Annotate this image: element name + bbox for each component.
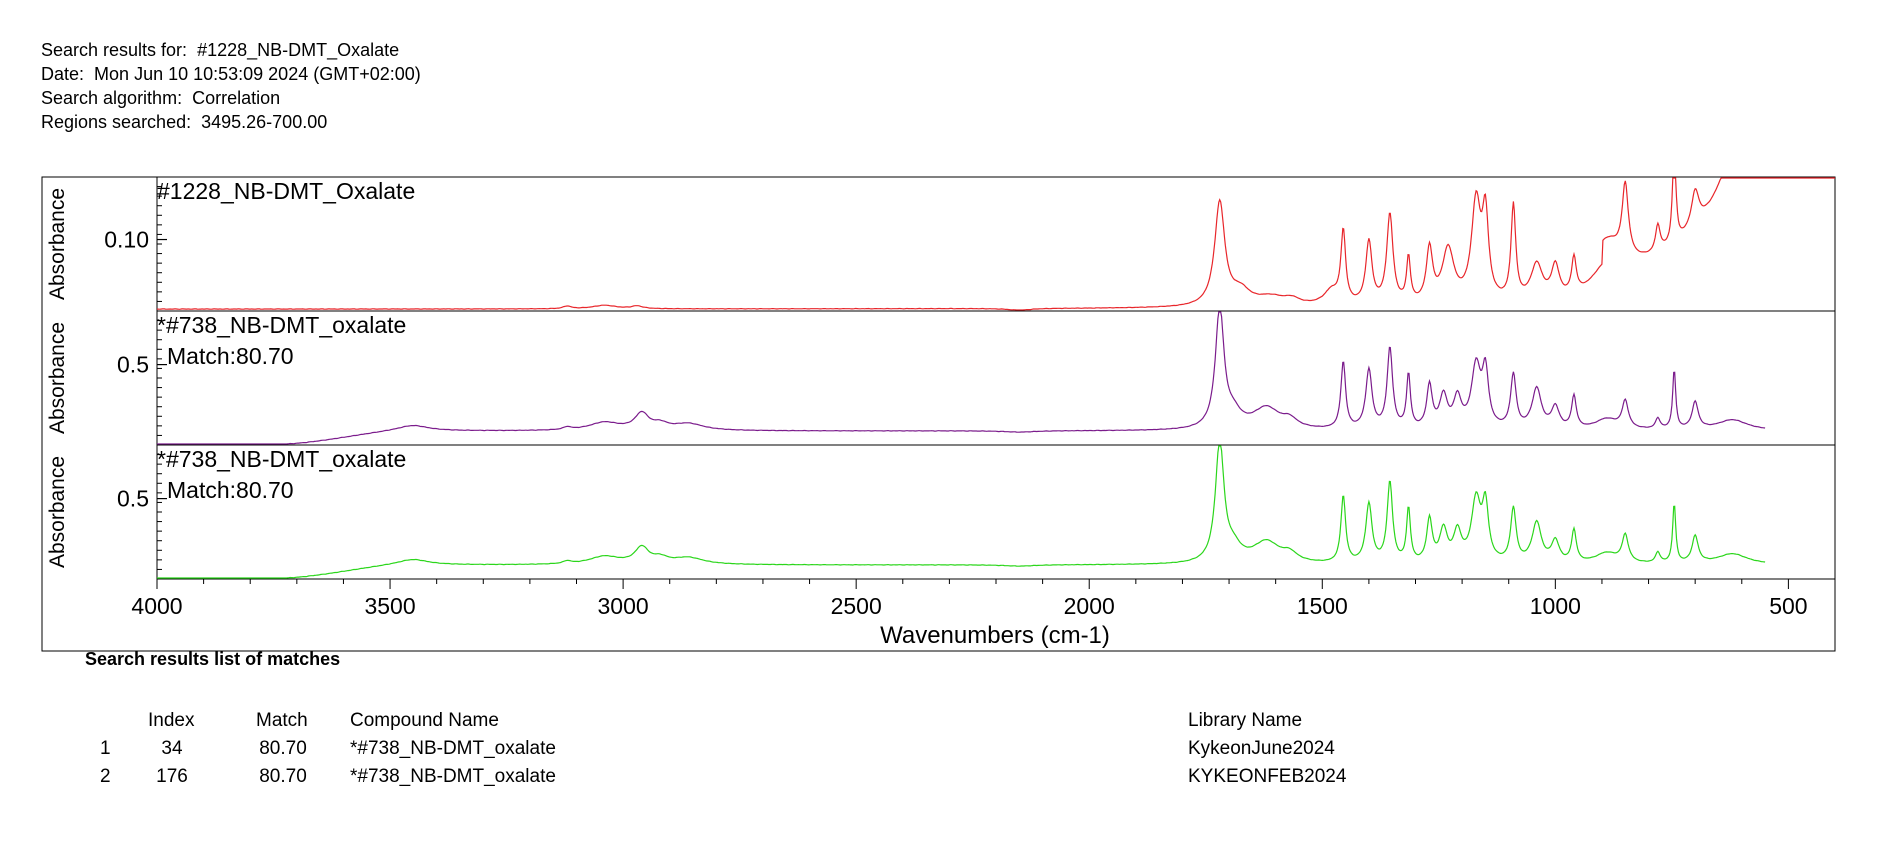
row-2-num: 2 [100, 766, 111, 787]
spectrum-panel-1: 0.10 Absorbance #1228_NB-DMT_Oxalate [46, 176, 1836, 312]
row-1-compound: *#738_NB-DMT_oxalate [350, 738, 556, 759]
row-2-library: KYKEONFEB2024 [1188, 766, 1347, 787]
spectrum-panel-2: 0.5 Absorbance *#738_NB-DMT_oxalate Match:8… [46, 310, 1836, 446]
panel-match-score: Match:80.70 [167, 477, 294, 503]
x-tick-label: 500 [1769, 593, 1807, 619]
spectra-chart: 0.10 Absorbance #1228_NB-DMT_Oxalate 0.5 Abs… [41, 176, 1836, 652]
x-tick-label: 1000 [1530, 593, 1581, 619]
row-2-index: 176 [156, 766, 188, 787]
column-header-library: Library Name [1188, 710, 1303, 731]
x-tick-label: 3000 [598, 593, 649, 619]
y-axis-label: Absorbance [46, 188, 69, 300]
spectrum-line [157, 311, 1766, 445]
panel-spectrum-name: *#738_NB-DMT_oxalate [157, 446, 406, 472]
regions-searched-line: Regions searched: 3495.26-700.00 [41, 112, 328, 132]
panel-frame [156, 310, 1836, 446]
search-sample-name: #1228_NB-DMT_Oxalate [197, 40, 400, 60]
row-2-match: 80.70 [259, 766, 307, 787]
x-axis: 4000 3500 3000 2500 2000 1500 1000 500 [131, 579, 1836, 619]
column-header-match: Match [256, 710, 308, 731]
row-2-compound: *#738_NB-DMT_oxalate [350, 766, 556, 787]
y-axis-label: Absorbance [46, 456, 69, 568]
results-list-title: Search results list of matches [85, 649, 341, 669]
spectrum-line [157, 445, 1766, 579]
search-algorithm-line: Search algorithm: Correlation [41, 88, 281, 108]
search-date-line: Date: Mon Jun 10 10:53:09 2024 (GMT+02:0… [41, 64, 421, 84]
spectrum-line [156, 177, 1835, 311]
panel-frame [156, 444, 1836, 580]
row-1-match: 80.70 [259, 738, 307, 759]
x-tick-label: 4000 [131, 593, 182, 619]
x-tick-label: 3500 [364, 593, 415, 619]
y-axis-label: Absorbance [46, 322, 69, 434]
column-header-index: Index [148, 710, 195, 731]
spectra-panels: 0.10 Absorbance #1228_NB-DMT_Oxalate 0.5 Abs… [46, 176, 1836, 580]
search-algorithm-value: Correlation [192, 88, 281, 108]
y-tick-label: 0.5 [117, 352, 149, 378]
y-tick-label: 0.5 [117, 486, 149, 512]
row-1-num: 1 [100, 738, 111, 759]
search-date-value: Mon Jun 10 10:53:09 2024 (GMT+02:00) [94, 64, 421, 84]
chart-outer-frame [41, 176, 1836, 652]
spectrum-panel-3: 0.5 Absorbance *#738_NB-DMT_oxalate Match:8… [46, 444, 1836, 580]
row-1-index: 34 [161, 738, 183, 759]
search-results-for-line: Search results for: #1228_NB-DMT_Oxalate [41, 40, 400, 60]
x-tick-label: 2000 [1064, 593, 1115, 619]
search-header: Search results for: #1228_NB-DMT_Oxalate… [41, 38, 421, 134]
x-tick-label: 1500 [1297, 593, 1348, 619]
panel-spectrum-name: *#738_NB-DMT_oxalate [157, 312, 406, 338]
regions-searched-value: 3495.26-700.00 [201, 112, 328, 132]
column-header-compound: Compound Name [350, 710, 499, 731]
x-axis-label: Wavenumbers (cm-1) [880, 622, 1110, 649]
panel-match-score: Match:80.70 [167, 343, 294, 369]
x-tick-label: 2500 [831, 593, 882, 619]
y-tick-label: 0.10 [104, 227, 149, 253]
row-1-library: KykeonJune2024 [1188, 738, 1335, 759]
panel-spectrum-name: #1228_NB-DMT_Oxalate [157, 178, 415, 204]
